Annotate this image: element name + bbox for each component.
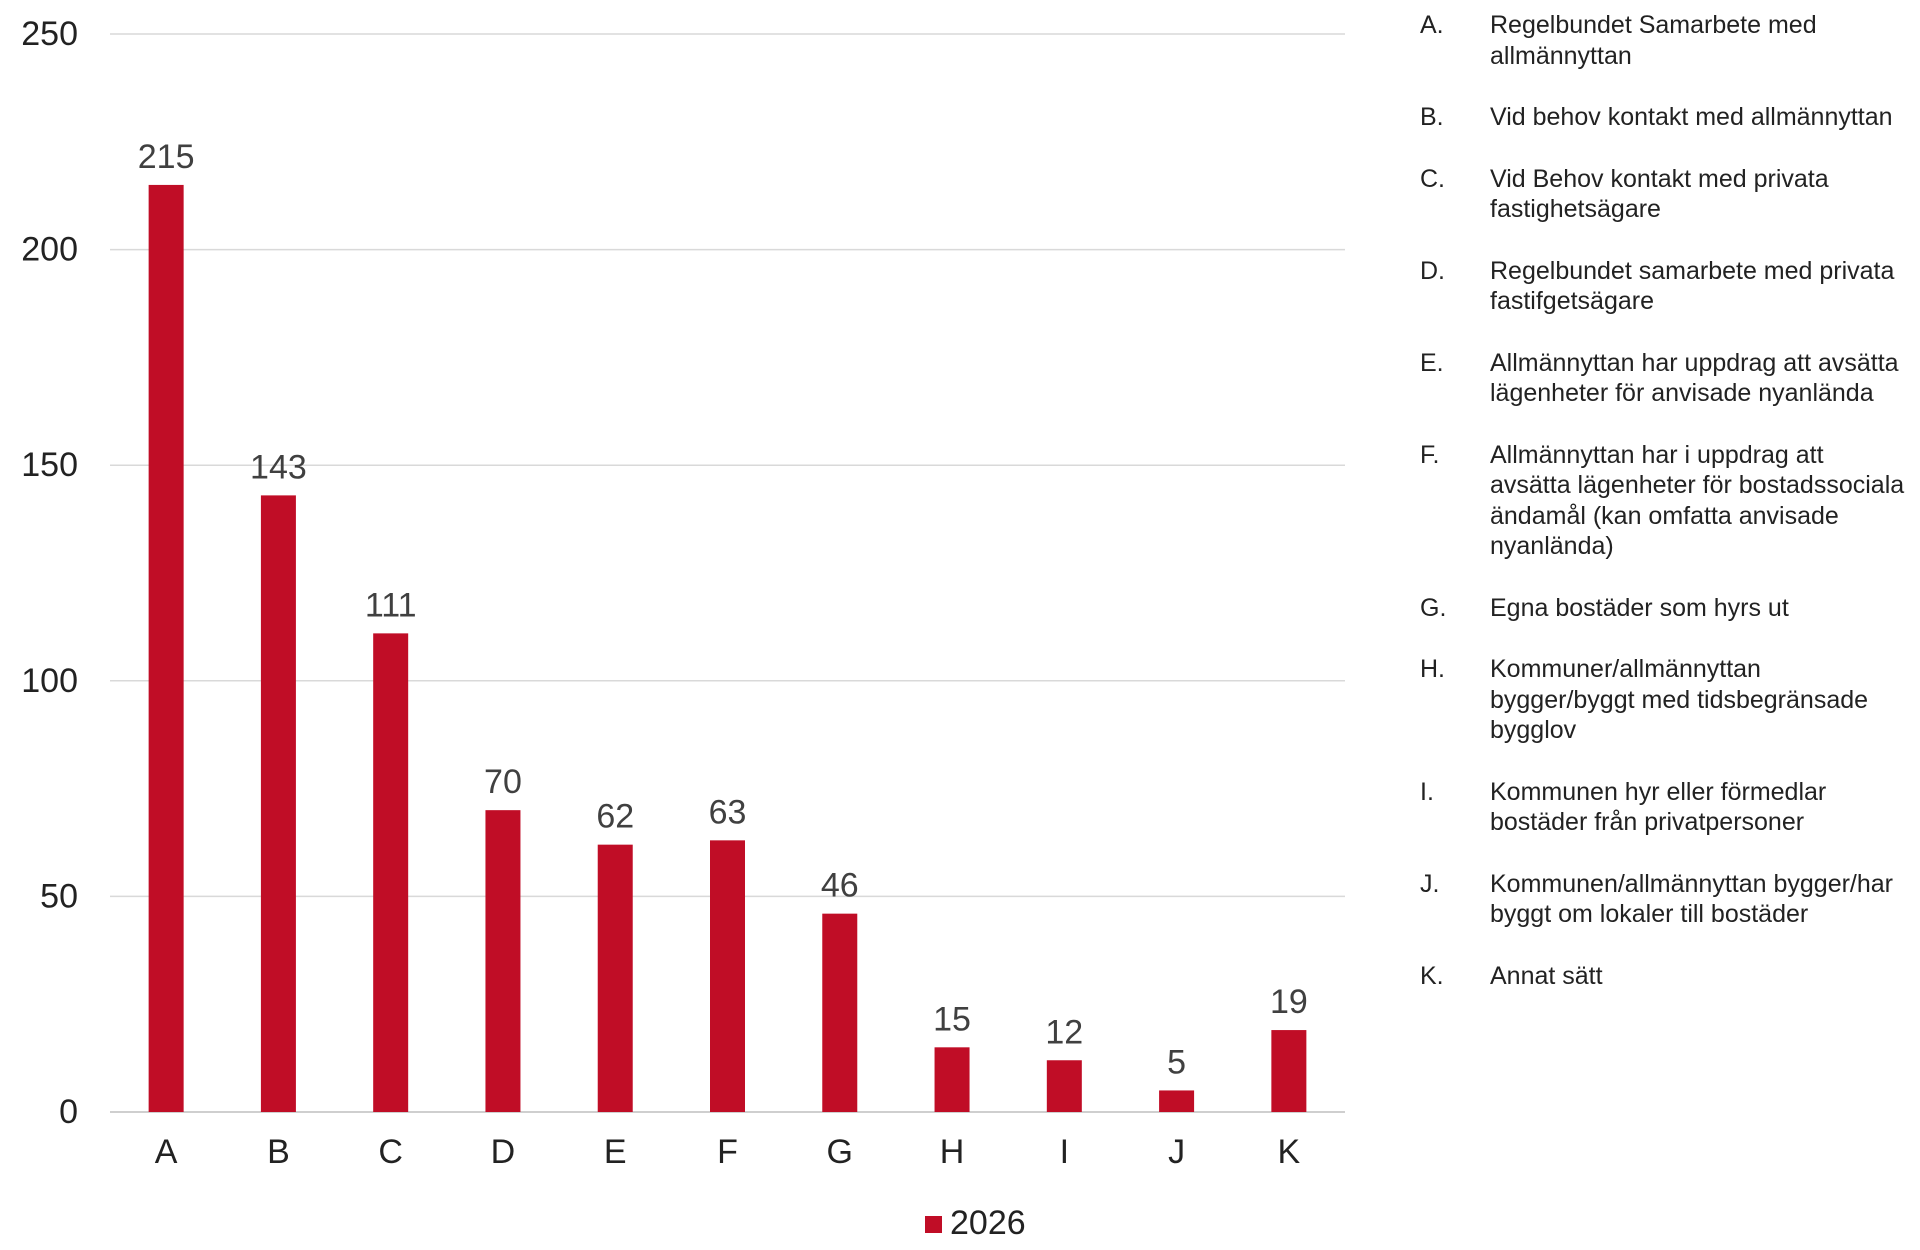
data-label: 63 [709,793,747,831]
data-label: 5 [1167,1043,1186,1081]
category-key-item: A. Regelbundet Samarbete med allmännyttan [1420,10,1910,71]
category-key-item: C. Vid Behov kontakt med privata fastighe… [1420,164,1910,225]
bar [148,184,184,1113]
x-tick-label: C [378,1133,403,1171]
data-label: 111 [365,586,417,624]
bars [148,184,1307,1113]
y-tick-label: 250 [21,15,78,53]
x-tick-label: I [1060,1133,1069,1171]
y-tick-label: 100 [21,662,78,700]
series-legend: 2026 [925,1204,1026,1242]
category-key-text: Vid Behov kontakt med privata fastighets… [1490,164,1829,224]
data-label: 15 [933,1000,971,1038]
category-key-letter: D. [1420,256,1445,285]
data-label: 12 [1045,1013,1083,1051]
bar [597,844,633,1112]
data-label: 215 [138,138,195,176]
category-key-text: Annat sätt [1490,961,1603,990]
category-key-text: Kommunen/allmännyttan bygger/har byggt o… [1490,869,1894,929]
bar [260,495,296,1112]
category-key-text: Allmännyttan har i uppdrag att avsätta l… [1490,440,1905,561]
category-key-item: G. Egna bostäder som hyrs ut [1420,593,1910,624]
category-key-item: F. Allmännyttan har i uppdrag att avsätta… [1420,440,1910,562]
bar [822,913,858,1112]
category-key-letter: A. [1420,11,1444,39]
data-labels: 215 143 111 70 62 63 46 15 12 5 19 [138,138,1308,1082]
category-key-text: Kommuner/allmännyttan bygger/byggt med t… [1490,655,1869,744]
y-tick-label: 200 [21,231,78,269]
category-key-item: I. Kommunen hyr eller förmedlar bostäder … [1420,777,1910,838]
category-key-letter: E. [1420,348,1444,377]
x-tick-label: D [491,1133,516,1171]
category-key-letter: F. [1420,440,1440,469]
x-tick-label: G [827,1133,853,1171]
data-label: 143 [250,448,307,486]
bar-chart: 0 50 100 150 200 250 215 143 111 70 62 63 46 15 12 5 19… [21,15,1345,1242]
y-tick-label: 0 [59,1093,78,1131]
category-key-item: K. Annat sätt [1420,961,1910,992]
y-tick-label: 150 [21,446,78,484]
legend-label: 2026 [950,1204,1026,1242]
category-key-item: H. Kommuner/allmännyttan bygger/byggt med… [1420,654,1910,746]
category-key-item: D. Regelbundet samarbete med privata fast… [1420,256,1910,317]
gridlines [110,33,1345,1113]
y-axis-ticks: 0 50 100 150 200 250 [21,15,78,1131]
data-label: 70 [484,763,522,801]
category-key-text: Regelbundet Samarbete med allmännyttan [1490,11,1817,70]
category-key-letter: H. [1420,655,1445,683]
x-tick-label: K [1278,1133,1301,1171]
bar [1046,1060,1082,1112]
x-tick-label: A [155,1133,178,1171]
x-tick-label: F [717,1133,738,1171]
data-label: 62 [596,798,634,836]
category-key-letter: I. [1420,777,1434,806]
x-tick-label: J [1168,1133,1185,1171]
bar [373,633,409,1112]
data-label: 19 [1270,983,1308,1021]
category-key-letter: K. [1420,961,1444,990]
category-key-item: E. Allmännyttan har uppdrag att avsätta l… [1420,348,1910,409]
bar [1159,1090,1195,1112]
category-key-letter: B. [1420,103,1444,131]
bar [934,1047,970,1112]
category-key-letter: C. [1420,164,1445,193]
x-tick-label: H [940,1133,965,1171]
x-axis-ticks: A B C D E F G H I J K [155,1133,1301,1171]
category-key-text: Kommunen hyr eller förmedlar bostäder fr… [1490,777,1827,837]
category-key-letter: J. [1420,869,1440,898]
category-key-text: Vid behov kontakt med allmännyttan [1490,103,1893,131]
x-tick-label: B [267,1133,290,1171]
y-tick-label: 50 [40,877,78,915]
category-key-letter: G. [1420,593,1447,622]
category-key-text: Allmännyttan har uppdrag att avsätta läg… [1490,348,1899,408]
category-key-item: B. Vid behov kontakt med allmännyttan [1420,102,1910,133]
bar [485,810,521,1112]
x-tick-label: E [604,1133,627,1171]
bar [710,840,745,1112]
category-key-text: Egna bostäder som hyrs ut [1490,593,1789,622]
category-key-list: A. Regelbundet Samarbete med allmännyttan… [1420,10,1910,1022]
legend-swatch [925,1216,942,1233]
data-label: 46 [821,867,859,905]
category-key-item: J. Kommunen/allmännyttan bygger/har byggt… [1420,869,1910,930]
bar [1271,1030,1307,1112]
category-key-text: Regelbundet samarbete med privata fastif… [1490,256,1895,316]
